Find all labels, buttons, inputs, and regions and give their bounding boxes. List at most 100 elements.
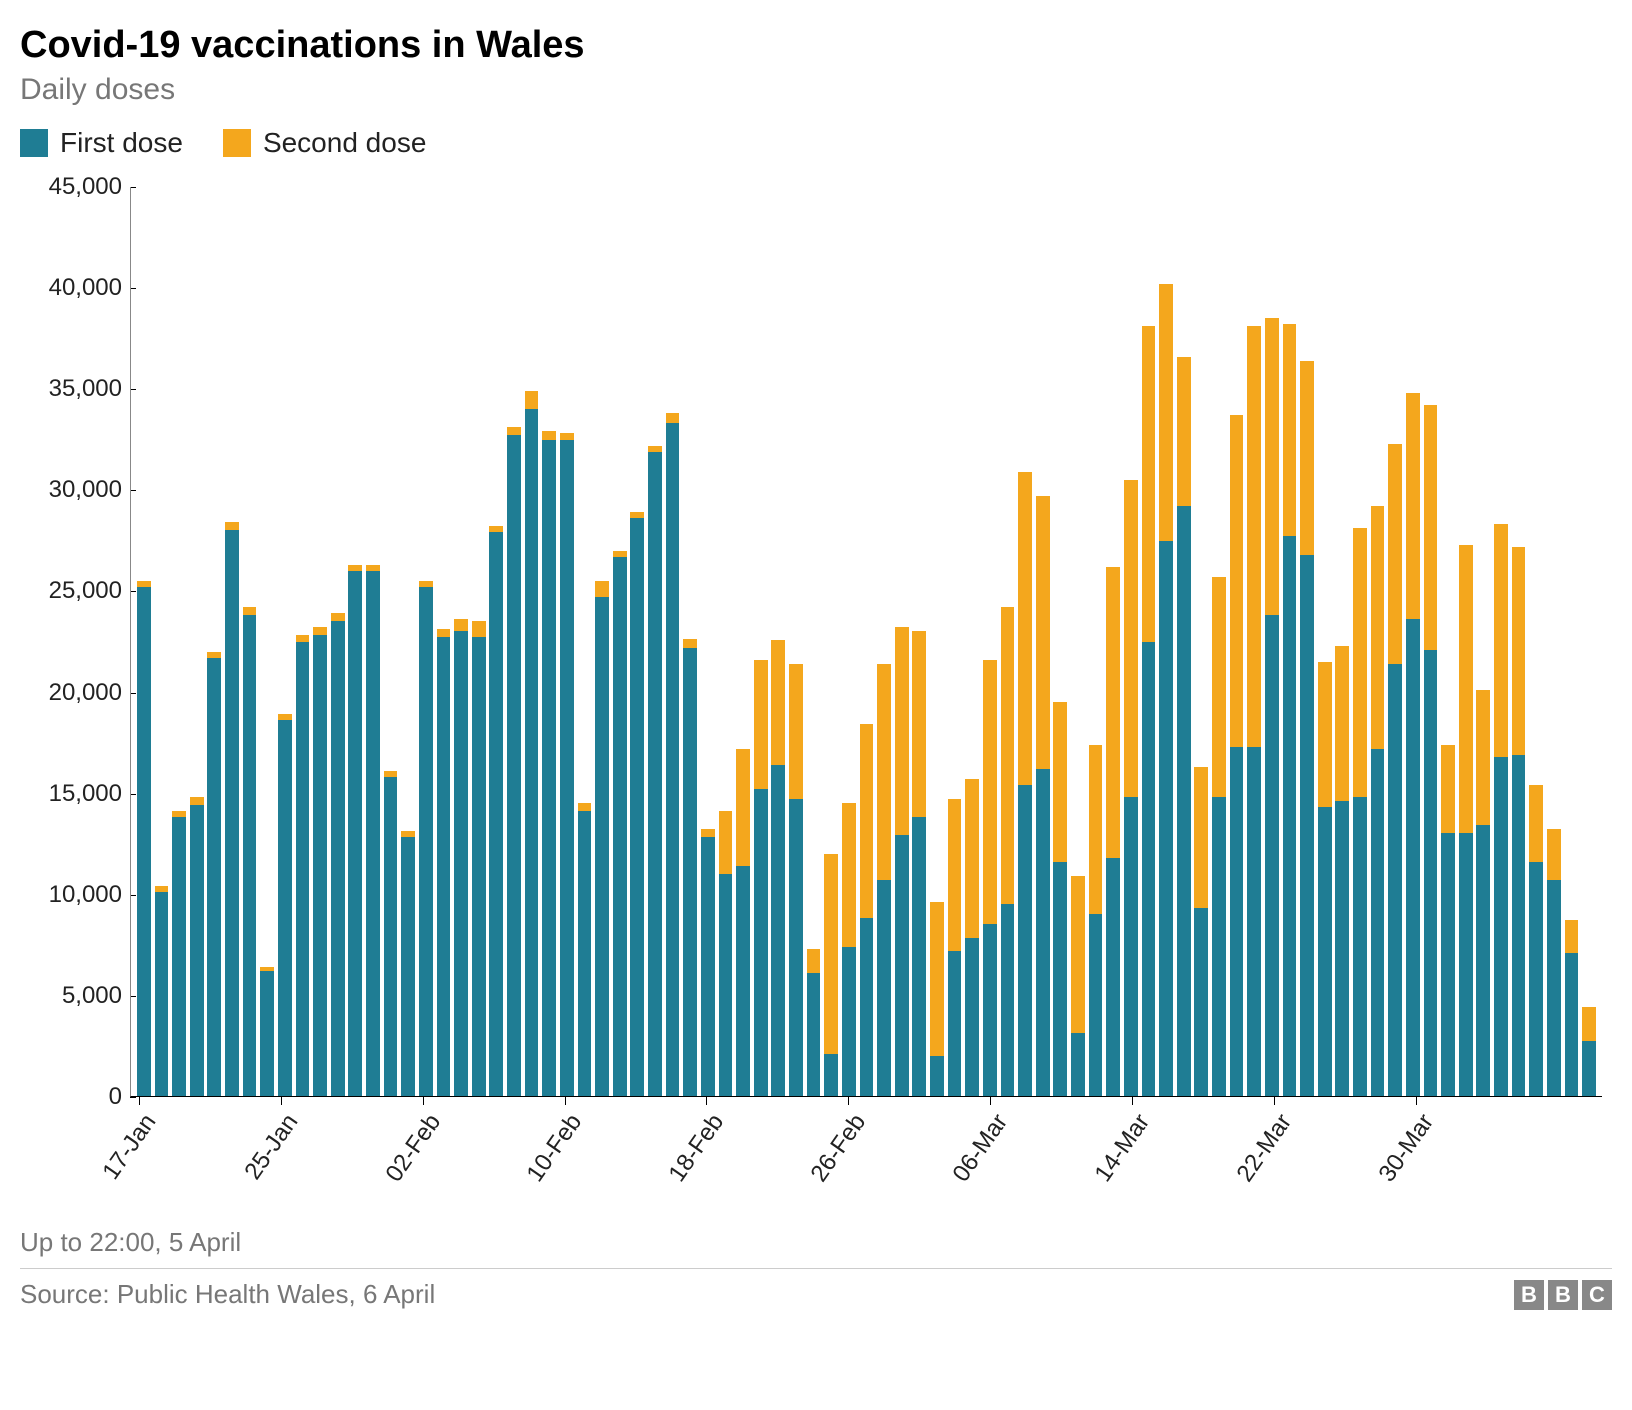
bar-segment-second bbox=[1106, 567, 1120, 858]
bar-segment-first bbox=[648, 452, 662, 1096]
bar-slot bbox=[752, 187, 770, 1096]
bar-segment-first bbox=[1230, 747, 1244, 1096]
bar-slot bbox=[488, 187, 506, 1096]
bar-slot bbox=[1316, 187, 1334, 1096]
legend-swatch-second bbox=[223, 129, 251, 157]
bar-slot bbox=[1175, 187, 1193, 1096]
bar bbox=[912, 631, 926, 1096]
bar-slot bbox=[734, 187, 752, 1096]
bar-segment-first bbox=[1018, 785, 1032, 1096]
source-row: Source: Public Health Wales, 6 April BBC bbox=[20, 1268, 1612, 1310]
bbc-logo-box: B bbox=[1514, 1280, 1544, 1310]
bar bbox=[172, 811, 186, 1096]
bar-slot bbox=[1034, 187, 1052, 1096]
bar-segment-first bbox=[771, 765, 785, 1096]
bar-segment-first bbox=[877, 880, 891, 1096]
bar-segment-second bbox=[1300, 361, 1314, 555]
bar-slot bbox=[347, 187, 365, 1096]
bar-slot bbox=[1404, 187, 1422, 1096]
bar-segment-second bbox=[454, 619, 468, 631]
bar bbox=[701, 829, 715, 1096]
bar bbox=[278, 714, 292, 1096]
bar-segment-first bbox=[1424, 650, 1438, 1096]
bar-slot bbox=[893, 187, 911, 1096]
legend-label-second: Second dose bbox=[263, 127, 426, 159]
bar-slot bbox=[611, 187, 629, 1096]
bar bbox=[1071, 876, 1085, 1096]
bar-segment-first bbox=[489, 532, 503, 1096]
x-tick: 26-Feb bbox=[848, 1097, 849, 1105]
bar-segment-first bbox=[824, 1054, 838, 1096]
bar-segment-first bbox=[630, 518, 644, 1096]
bar-slot bbox=[399, 187, 417, 1096]
bar-segment-first bbox=[1124, 797, 1138, 1096]
bar-segment-first bbox=[842, 947, 856, 1096]
bar bbox=[1441, 745, 1455, 1096]
bar-slot bbox=[1298, 187, 1316, 1096]
x-tick-mark bbox=[990, 1097, 991, 1105]
bar bbox=[525, 391, 539, 1096]
bar-slot bbox=[629, 187, 647, 1096]
bar bbox=[1177, 357, 1191, 1096]
y-tick-label: 30,000 bbox=[49, 476, 122, 504]
bar-segment-second bbox=[1318, 662, 1332, 807]
x-tick-label: 18-Feb bbox=[664, 1109, 731, 1187]
legend-label-first: First dose bbox=[60, 127, 183, 159]
bar bbox=[1494, 524, 1508, 1096]
bar-segment-first bbox=[1582, 1041, 1596, 1096]
bar-segment-second bbox=[1476, 690, 1490, 825]
bar bbox=[1406, 393, 1420, 1096]
bar-segment-first bbox=[525, 409, 539, 1096]
y-tick-label: 20,000 bbox=[49, 679, 122, 707]
bar-segment-second bbox=[930, 902, 944, 1056]
bar-segment-first bbox=[366, 571, 380, 1096]
bar-slot bbox=[1140, 187, 1158, 1096]
bar-slot bbox=[1475, 187, 1493, 1096]
bar-segment-second bbox=[895, 627, 909, 835]
bar-segment-first bbox=[1529, 862, 1543, 1096]
bar bbox=[1300, 361, 1314, 1096]
bar bbox=[137, 581, 151, 1096]
bar-slot bbox=[1563, 187, 1581, 1096]
x-tick-mark bbox=[565, 1097, 566, 1105]
bar-slot bbox=[1087, 187, 1105, 1096]
bar-slot bbox=[206, 187, 224, 1096]
bar-segment-second bbox=[1071, 876, 1085, 1034]
bar-slot bbox=[294, 187, 312, 1096]
chart-legend: First dose Second dose bbox=[20, 127, 1612, 159]
y-tick-label: 5,000 bbox=[62, 982, 122, 1010]
bar bbox=[595, 581, 609, 1096]
chart-area: 05,00010,00015,00020,00025,00030,00035,0… bbox=[20, 187, 1612, 1197]
bar-slot bbox=[770, 187, 788, 1096]
bar-slot bbox=[1439, 187, 1457, 1096]
bar-segment-first bbox=[1106, 858, 1120, 1096]
bar-slot bbox=[928, 187, 946, 1096]
bar bbox=[630, 512, 644, 1096]
bar-segment-second bbox=[1212, 577, 1226, 797]
bar bbox=[1459, 545, 1473, 1096]
bar-slot bbox=[681, 187, 699, 1096]
bar-segment-first bbox=[683, 648, 697, 1096]
bar bbox=[1371, 506, 1385, 1096]
bar bbox=[666, 413, 680, 1096]
x-tick-mark bbox=[423, 1097, 424, 1105]
bar-segment-first bbox=[331, 621, 345, 1096]
bar bbox=[648, 446, 662, 1096]
bar-slot bbox=[1104, 187, 1122, 1096]
bar-segment-first bbox=[137, 587, 151, 1096]
bar-slot bbox=[875, 187, 893, 1096]
bar bbox=[1353, 528, 1367, 1096]
bar-segment-second bbox=[736, 749, 750, 866]
bar-slot bbox=[1510, 187, 1528, 1096]
bar-slot bbox=[523, 187, 541, 1096]
bar bbox=[1476, 690, 1490, 1096]
bar-segment-first bbox=[1547, 880, 1561, 1096]
bar bbox=[348, 565, 362, 1096]
bar bbox=[1582, 1007, 1596, 1096]
bar-segment-first bbox=[1177, 506, 1191, 1096]
bar-segment-second bbox=[1441, 745, 1455, 834]
bar-segment-first bbox=[1194, 908, 1208, 1096]
bar-slot bbox=[276, 187, 294, 1096]
bar-slot bbox=[963, 187, 981, 1096]
bar-slot bbox=[1281, 187, 1299, 1096]
